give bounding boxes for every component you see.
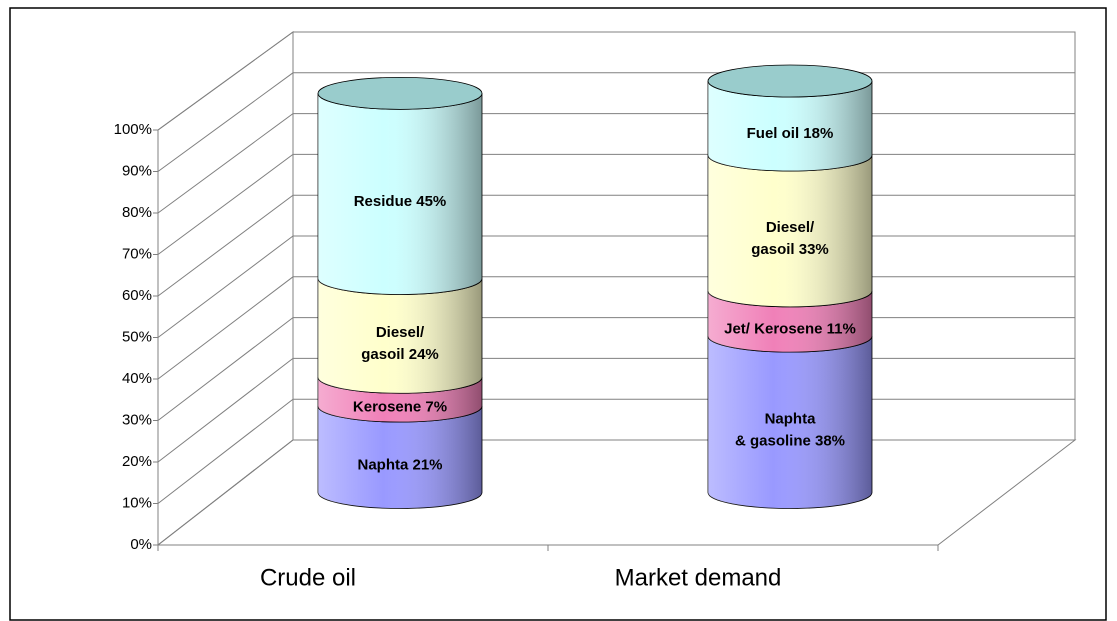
segment-label: Kerosene 7% — [353, 399, 447, 416]
segment-shade — [318, 278, 482, 394]
segment-shade — [707, 81, 872, 172]
segment-shade — [707, 336, 872, 509]
segment-label: Diesel/ — [766, 219, 815, 236]
segment-shade — [318, 93, 482, 295]
y-tick-label: 60% — [122, 287, 152, 304]
segment-shade — [318, 377, 482, 423]
y-tick-label: 30% — [122, 411, 152, 428]
y-tick-label: 70% — [122, 245, 152, 262]
segment-label: Naphta 21% — [357, 456, 442, 473]
y-tick-label: 80% — [122, 204, 152, 221]
segment-shade — [707, 155, 872, 307]
cylinder-top — [317, 76, 483, 110]
x-tick-label: Crude oil — [260, 564, 356, 591]
segment-label: gasoil 24% — [361, 346, 439, 363]
y-tick-label: 100% — [114, 121, 152, 138]
segment-label: Residue 45% — [354, 193, 447, 210]
y-tick-label: 50% — [122, 328, 152, 345]
y-tick-label: 0% — [130, 536, 152, 553]
y-tick-label: 10% — [122, 494, 152, 511]
segment-label: Fuel oil 18% — [747, 125, 834, 142]
x-tick-label: Market demand — [615, 564, 782, 591]
grid-line — [157, 31, 1075, 131]
y-tick-label: 90% — [122, 162, 152, 179]
segment-label: Naphta — [765, 410, 816, 427]
segment-label: Jet/ Kerosene 11% — [724, 320, 856, 337]
segment-shade — [318, 406, 482, 509]
segment-label: Diesel/ — [376, 324, 425, 341]
cylinder-top — [707, 64, 873, 98]
segment-shade — [707, 290, 872, 353]
y-tick-label: 40% — [122, 370, 152, 387]
segment-label: & gasoline 38% — [735, 432, 845, 449]
segment-label: gasoil 33% — [751, 241, 829, 258]
floor — [156, 439, 1077, 546]
y-tick-label: 20% — [122, 453, 152, 470]
